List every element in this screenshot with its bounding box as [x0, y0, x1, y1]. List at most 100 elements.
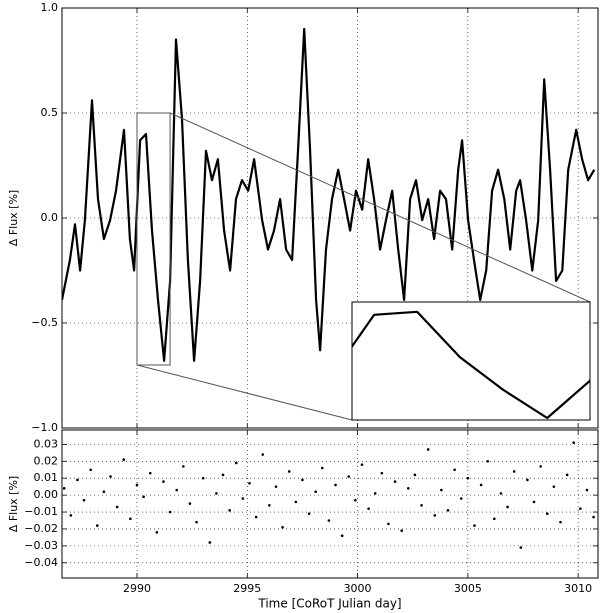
y-axis-label: Δ Flux [%]: [7, 476, 20, 532]
residual-point: [201, 476, 205, 480]
residual-point: [579, 507, 582, 510]
residual-point: [129, 517, 132, 521]
residual-point: [354, 498, 357, 502]
residual-point: [261, 453, 265, 456]
residual-point: [301, 478, 304, 482]
residual-point: [327, 519, 331, 522]
residual-point: [360, 463, 364, 466]
y-tick-label: −0.02: [24, 522, 58, 535]
residual-point: [287, 470, 291, 473]
residual-point: [162, 480, 165, 483]
residual-point: [89, 468, 92, 472]
residual-point: [241, 497, 245, 500]
inset-light-curve: [352, 310, 590, 420]
residual-point: [519, 546, 523, 549]
residual-point: [109, 475, 112, 478]
zoom-box: [136, 112, 171, 366]
residual-point: [545, 512, 549, 516]
residual-point: [380, 471, 384, 475]
y-tick-label: −0.5: [31, 316, 58, 329]
y-tick-label: −1.0: [31, 421, 58, 434]
residual-point: [307, 512, 311, 516]
x-axis-label: Time [CoRoT Julian day]: [257, 597, 401, 611]
y-tick-label: 0.03: [34, 437, 59, 450]
residual-point: [446, 509, 450, 512]
residual-point: [215, 492, 218, 495]
residual-point: [532, 500, 536, 504]
y-tick-label: −0.01: [24, 505, 58, 518]
residual-point: [559, 520, 562, 524]
residual-point: [274, 485, 278, 488]
residual-point: [592, 515, 595, 519]
residual-point: [526, 478, 529, 482]
zoom-connector: [169, 112, 591, 303]
y-tick-label: 0.02: [34, 454, 59, 467]
residual-point: [281, 525, 284, 529]
residual-point: [506, 505, 509, 509]
residual-point: [486, 459, 490, 463]
residual-point: [420, 503, 423, 507]
residual-point: [453, 468, 456, 472]
residual-point: [234, 461, 238, 465]
residual-point: [400, 529, 403, 532]
residual-point: [82, 498, 86, 502]
residual-point: [565, 473, 569, 477]
residual-point: [539, 465, 542, 468]
y-tick-label: 0.0: [41, 211, 59, 224]
residual-point: [135, 483, 139, 487]
axes-frame: [61, 429, 599, 579]
residual-point: [334, 483, 337, 487]
residual-point: [228, 509, 231, 512]
residual-point: [168, 510, 172, 514]
zoom-connector: [136, 364, 353, 421]
residual-point: [473, 524, 476, 527]
residual-point: [320, 466, 324, 470]
residual-point: [340, 534, 344, 538]
residual-point: [208, 541, 212, 544]
x-tick-label: 3010: [564, 582, 592, 595]
residual-point: [175, 488, 178, 492]
residual-point: [221, 473, 225, 477]
y-tick-label: −0.04: [24, 556, 58, 569]
residual-point: [585, 488, 589, 492]
residual-point: [155, 531, 159, 534]
residual-point: [387, 522, 390, 526]
residual-point: [347, 475, 351, 478]
residual-point: [195, 520, 198, 524]
residual-point: [69, 514, 73, 517]
residual-point: [294, 500, 298, 504]
residual-point: [188, 502, 192, 505]
inset-frame: [351, 301, 591, 421]
residual-point: [254, 515, 258, 519]
y-axis-label: Δ Flux [%]: [7, 190, 20, 246]
residual-point: [407, 487, 410, 490]
light-curve: [62, 27, 596, 362]
x-tick-label: 2995: [233, 582, 261, 595]
residual-point: [148, 471, 152, 475]
x-tick-label: 3005: [454, 582, 482, 595]
residual-point: [426, 448, 430, 451]
x-tick-label: 3000: [344, 582, 372, 595]
y-tick-label: 0.5: [41, 106, 59, 119]
residual-point: [182, 465, 185, 468]
residual-point: [440, 488, 443, 492]
y-tick-label: 0.00: [34, 488, 59, 501]
residual-point: [552, 485, 556, 488]
residual-point: [433, 514, 437, 517]
residual-point: [466, 476, 470, 480]
y-tick-label: 1.0: [41, 1, 59, 14]
residual-point: [512, 470, 516, 473]
residual-point: [122, 458, 126, 461]
residual-point: [76, 478, 79, 482]
residual-point: [367, 507, 370, 510]
residual-point: [142, 495, 145, 499]
residual-point: [499, 492, 503, 495]
axes-frame: [61, 7, 599, 429]
residual-point: [95, 524, 99, 527]
residual-point: [393, 480, 397, 483]
residual-point: [248, 481, 251, 485]
residual-point: [115, 505, 119, 509]
residual-point: [459, 497, 463, 500]
residual-point: [493, 517, 496, 521]
